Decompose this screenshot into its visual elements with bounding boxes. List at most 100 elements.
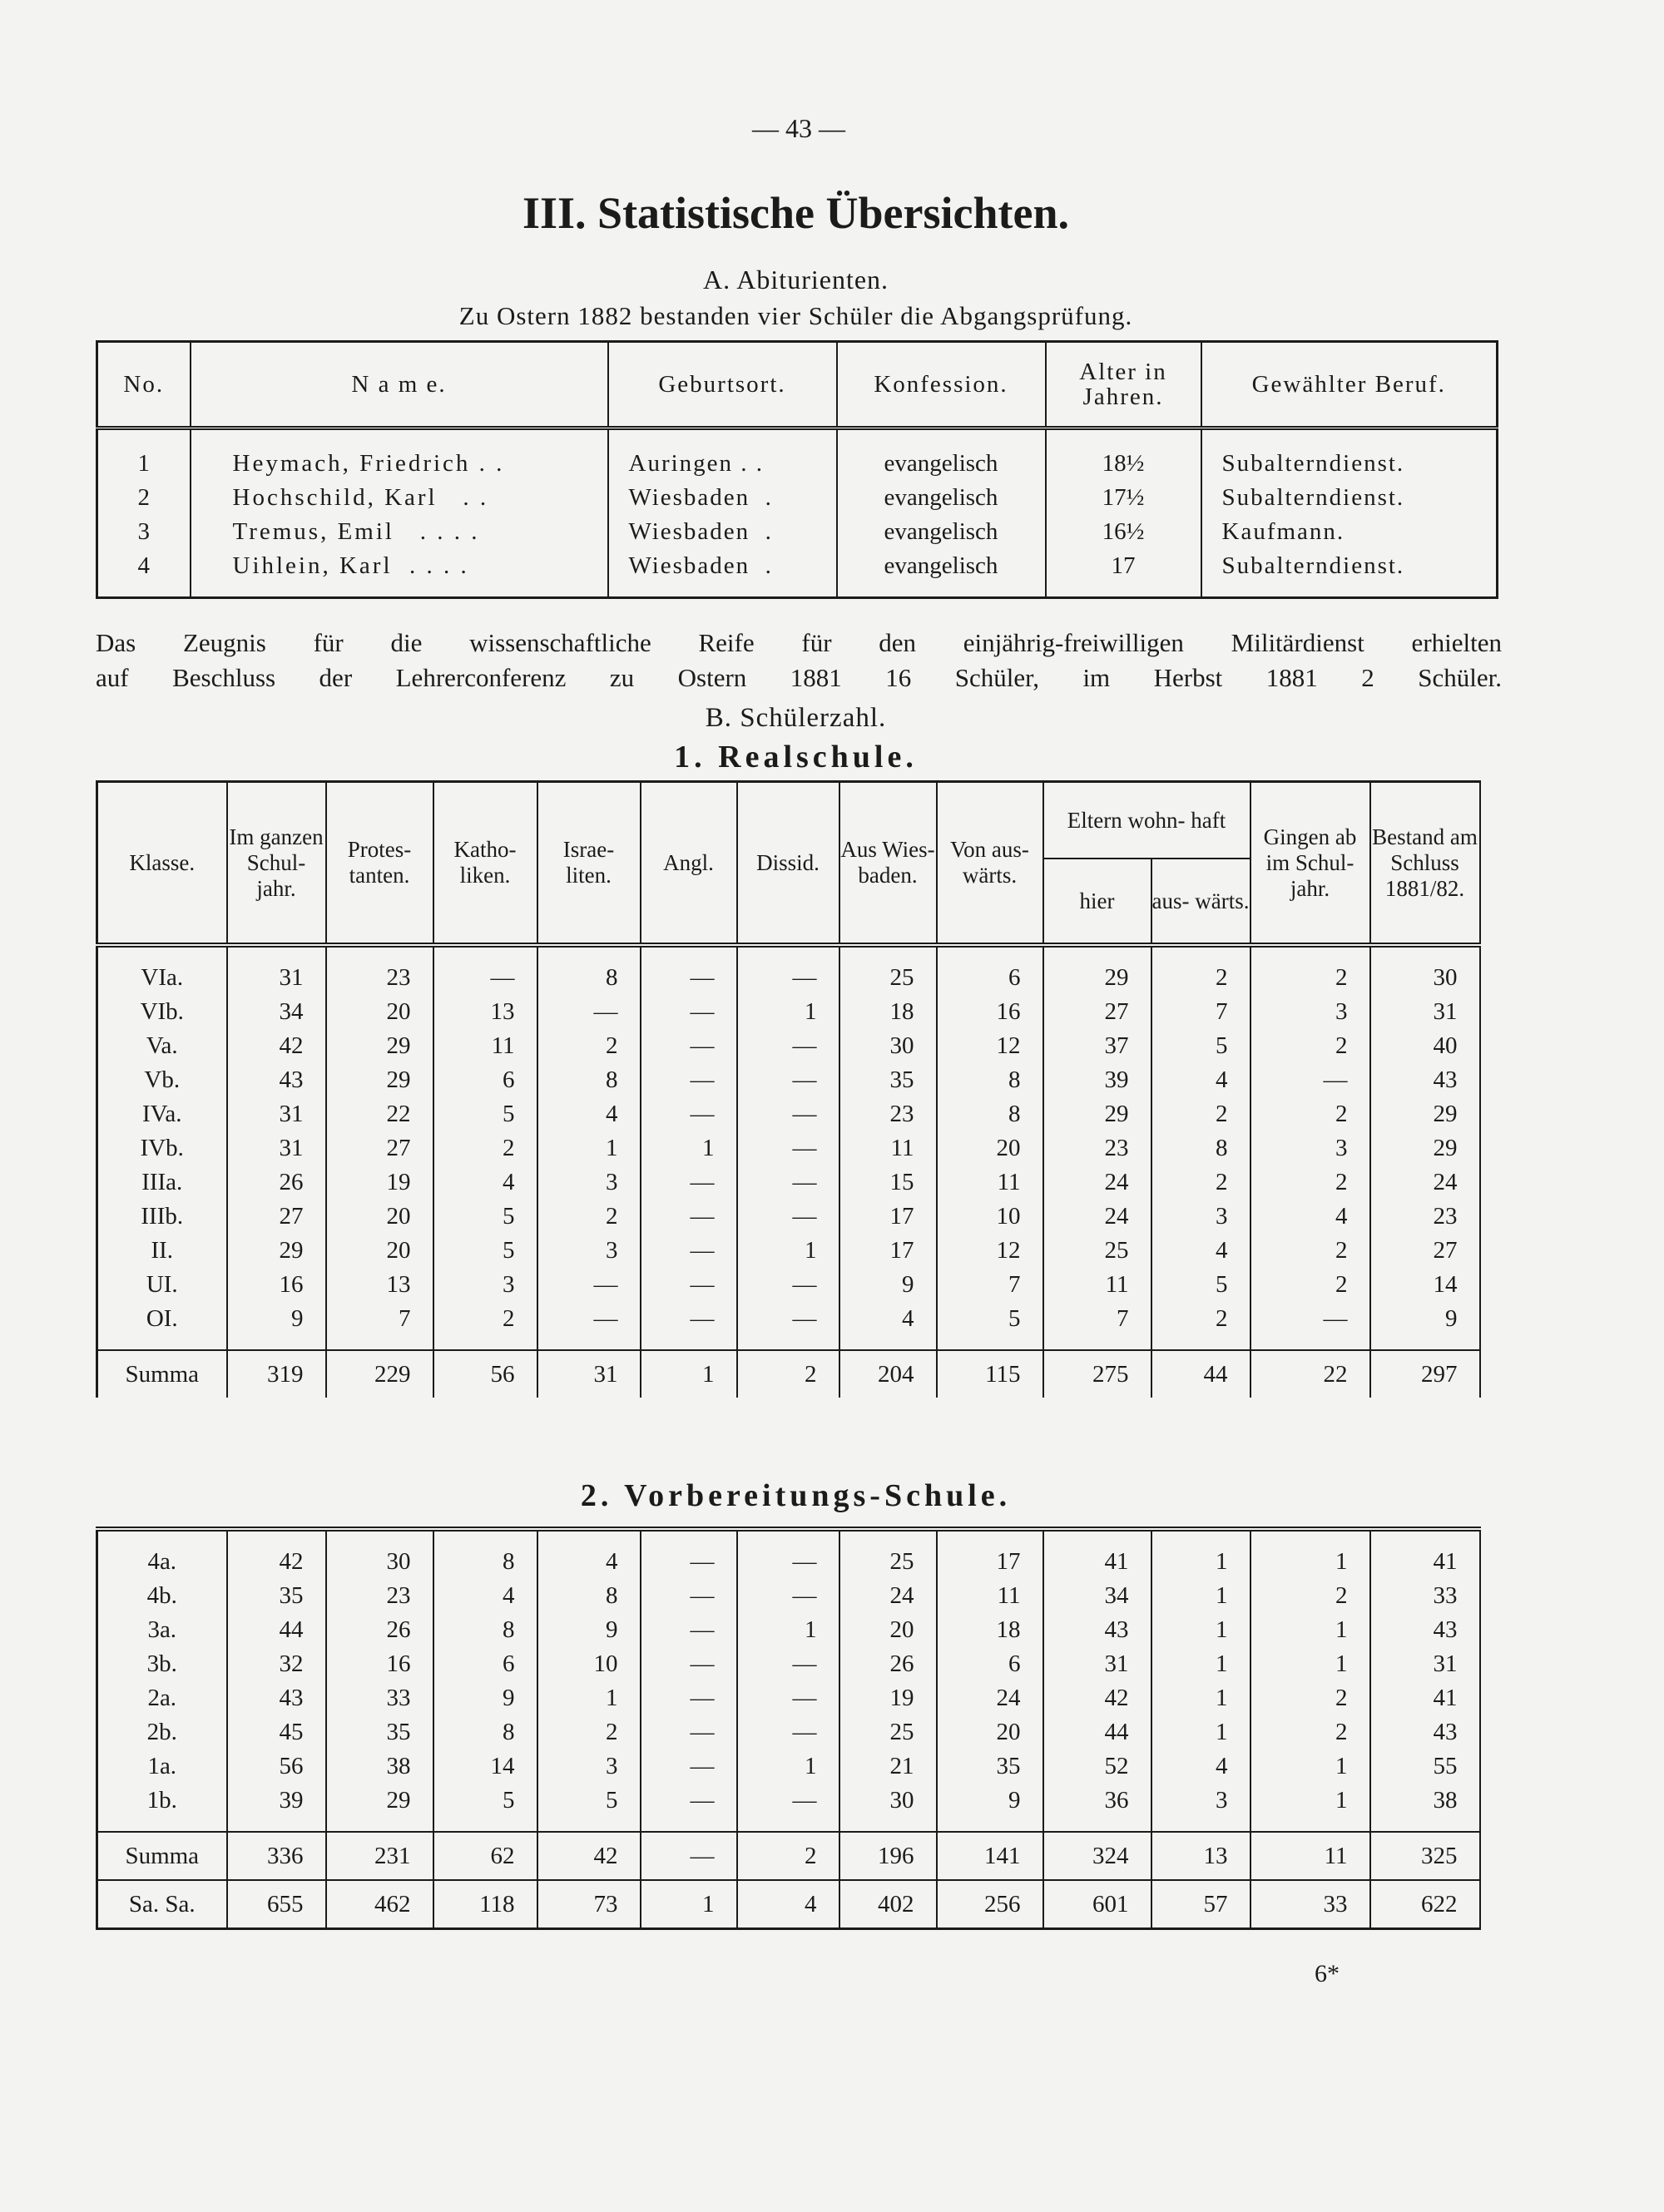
table-cell: 1 — [736, 1749, 840, 1784]
table-cell: 52 — [1042, 1749, 1152, 1784]
table-cell: — — [736, 1647, 840, 1681]
realschule-table: Klasse. Im ganzen Schul- jahr. Protes- t… — [96, 780, 1481, 1398]
table-cell: 5 — [433, 1200, 538, 1234]
spacer-cell — [1369, 945, 1481, 961]
table-cell: 30 — [325, 1545, 434, 1579]
table-cell: 24 — [1369, 1165, 1481, 1200]
table-cell: 2 — [1250, 961, 1371, 995]
table-cell: 73 — [537, 1879, 641, 1929]
table-cell: 1 — [1151, 1579, 1251, 1613]
table-cell: 9 — [839, 1268, 938, 1302]
table-cell: Wiesbaden . — [607, 515, 838, 549]
spacer-cell — [1151, 1818, 1251, 1832]
table-row: 3b. 32 16 6 10— —26 6 31 1 1 31 — [97, 1647, 1481, 1681]
table-cell: 4 — [1151, 1234, 1251, 1268]
table-cell: 336 — [226, 1831, 327, 1880]
table-cell: 2 — [1250, 1029, 1371, 1063]
class-label: 4a. — [97, 1545, 228, 1579]
table-cell: 27 — [1042, 995, 1152, 1029]
table-cell: 11 — [433, 1029, 538, 1063]
table-cell: 14 — [433, 1749, 538, 1784]
table-cell: 29 — [1042, 961, 1152, 995]
table-cell: 42 — [226, 1545, 327, 1579]
table-cell: Subalterndienst. — [1201, 549, 1498, 598]
header-klasse: Klasse. — [97, 781, 228, 948]
table-cell: 33 — [325, 1681, 434, 1715]
table-cell: 38 — [1369, 1784, 1481, 1818]
table-row: IIIa. 26 19 4 3— —15 11 24 2 2 24 — [97, 1165, 1481, 1200]
table-cell: 44 — [226, 1613, 327, 1647]
header-eltern: Eltern wohn- haft — [1042, 781, 1251, 859]
table-cell: 319 — [226, 1349, 327, 1398]
table-cell: 43 — [1369, 1613, 1481, 1647]
table-cell: 13 — [433, 995, 538, 1029]
table-cell: — — [640, 1029, 738, 1063]
class-label: Summa — [97, 1349, 228, 1398]
table-cell: — — [1250, 1302, 1371, 1336]
table-cell: — — [736, 1579, 840, 1613]
class-label: IIIb. — [97, 1200, 228, 1234]
table-cell: 13 — [325, 1268, 434, 1302]
table-cell: — — [736, 1131, 840, 1165]
class-label: VIb. — [97, 995, 228, 1029]
table-cell: 16½ — [1045, 515, 1202, 549]
spacer-cell — [325, 1529, 434, 1545]
table-cell: 4 — [433, 1579, 538, 1613]
spacer-cell — [1369, 1818, 1481, 1832]
page-title: III. Statistische Übersichten. — [522, 188, 1069, 238]
table-cell: 18 — [839, 995, 938, 1029]
table-row: IVa. 31 22 5 4— —23 8 29 2 2 29 — [97, 1097, 1481, 1131]
table-cell: 17 — [936, 1545, 1044, 1579]
table-cell: 118 — [433, 1879, 538, 1929]
table-cell: 25 — [839, 1715, 938, 1749]
table-row: 3a. 44 26 8 9—1 20 18 43 1 1 43 — [97, 1613, 1481, 1647]
table-row: 1b. 39 29 5 5— —30 9 36 3 1 38 — [97, 1784, 1481, 1818]
table-cell: 31 — [1369, 995, 1481, 1029]
table-cell: 4 — [1151, 1749, 1251, 1784]
table-cell: 5 — [936, 1302, 1044, 1336]
table-cell: — — [640, 1831, 738, 1880]
table-cell: 43 — [1042, 1613, 1152, 1647]
spacer-cell — [537, 945, 641, 961]
table-cell: 21 — [839, 1749, 938, 1784]
table-cell: 1 — [1250, 1749, 1371, 1784]
table-cell: 2 — [736, 1831, 840, 1880]
class-label: 2a. — [97, 1681, 228, 1715]
column-header: Alter in Jahren. — [1045, 341, 1202, 430]
table-cell: 622 — [1369, 1879, 1481, 1929]
spacer-cell — [736, 1336, 840, 1350]
table-cell: 15 — [839, 1165, 938, 1200]
table-cell: 25 — [839, 1545, 938, 1579]
table-cell: 31 — [226, 961, 327, 995]
table-row: 4a. 42 30 8 4— —25 17 41 1 1 41 — [97, 1545, 1481, 1579]
table-cell: 41 — [1042, 1545, 1152, 1579]
class-label: UI. — [97, 1268, 228, 1302]
table-cell: 31 — [226, 1097, 327, 1131]
table-cell: Uihlein, Karl . . . . — [190, 549, 609, 598]
table-cell: 2 — [1250, 1681, 1371, 1715]
table-cell: 43 — [1369, 1715, 1481, 1749]
class-label: 2b. — [97, 1715, 228, 1749]
table-cell: 6 — [936, 1647, 1044, 1681]
class-label: OI. — [97, 1302, 228, 1336]
table-cell: 601 — [1042, 1879, 1152, 1929]
table-cell: Wiesbaden . — [607, 481, 838, 515]
spacer-cell — [1250, 945, 1371, 961]
table-cell: 10 — [537, 1647, 641, 1681]
table-cell: — — [537, 995, 641, 1029]
table-cell: 35 — [226, 1579, 327, 1613]
spacer-cell — [433, 1818, 538, 1832]
table-cell: 30 — [839, 1029, 938, 1063]
table-cell: 23 — [839, 1097, 938, 1131]
table-cell: 2 — [1250, 1715, 1371, 1749]
spacer-cell — [1151, 1336, 1251, 1350]
table-cell: 2 — [1250, 1165, 1371, 1200]
table-cell: 4 — [537, 1097, 641, 1131]
table-cell: 1 — [736, 1613, 840, 1647]
page-number: — 43 — — [752, 113, 845, 143]
table-cell: 9 — [537, 1613, 641, 1647]
table-cell: — — [640, 1647, 738, 1681]
table-cell: 56 — [226, 1749, 327, 1784]
spacer-cell — [325, 1336, 434, 1350]
spacer-cell — [936, 1529, 1044, 1545]
